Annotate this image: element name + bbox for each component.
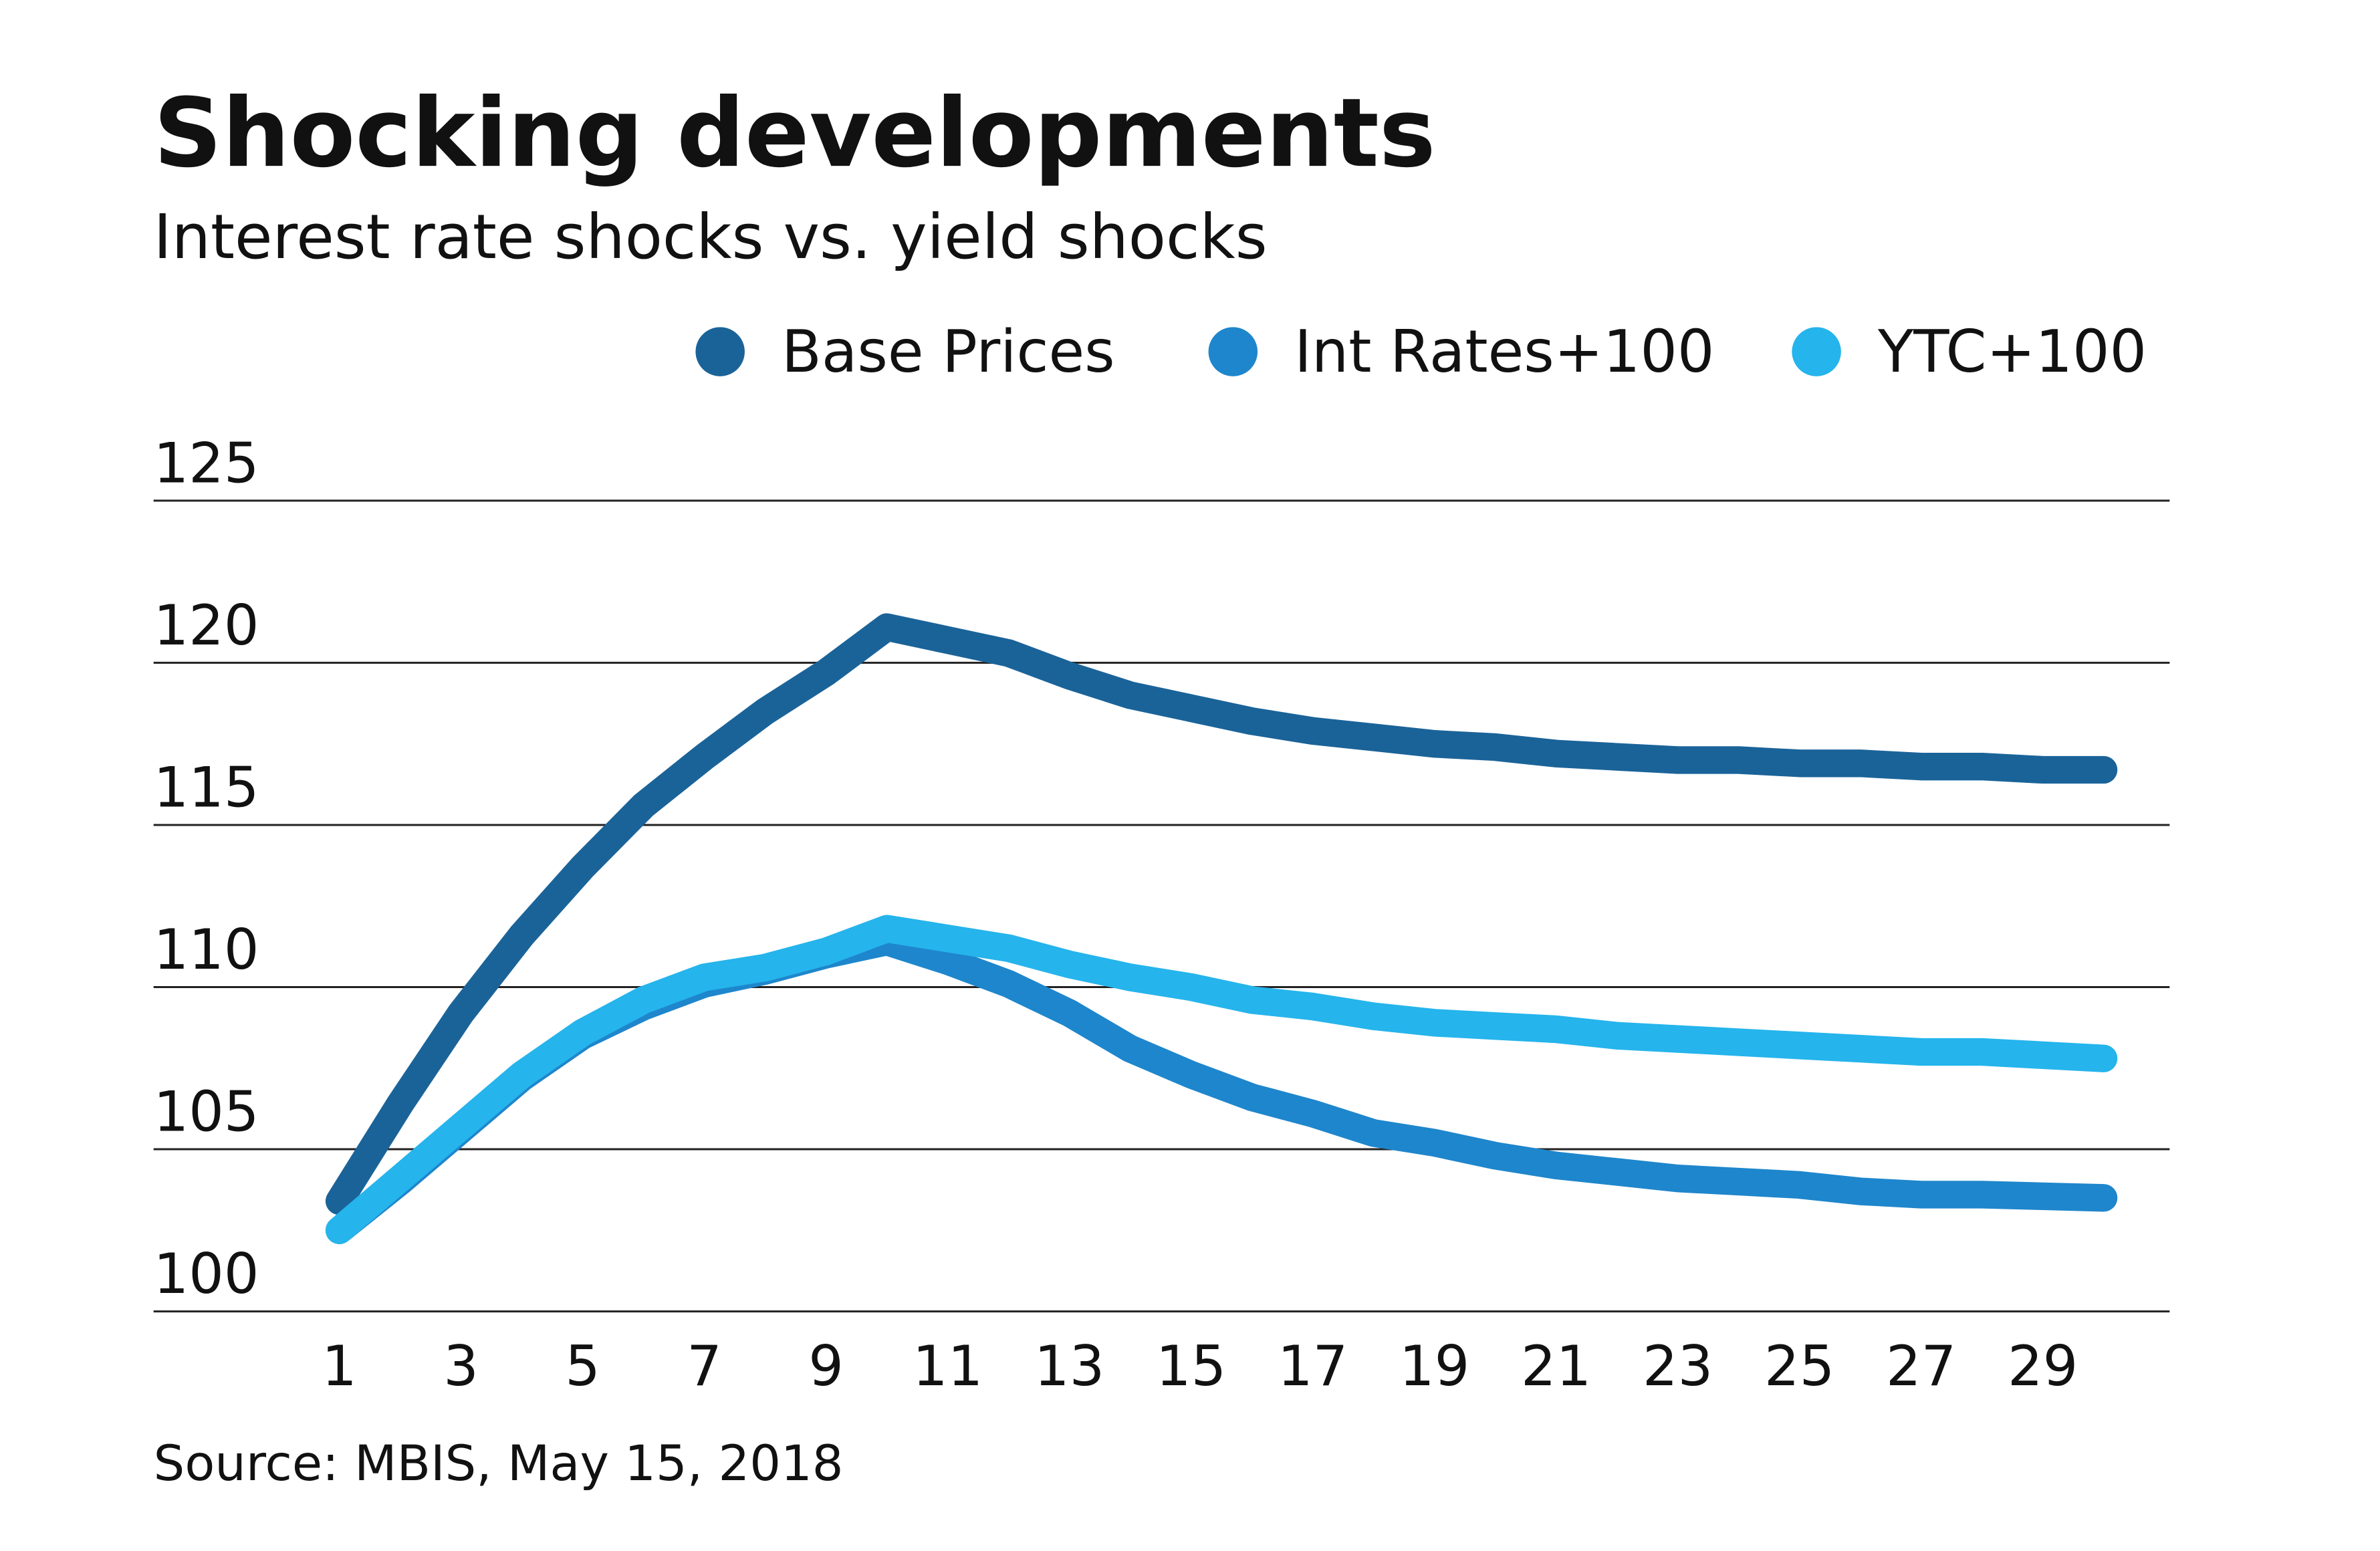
- x-tick-label: 13: [1034, 1334, 1104, 1399]
- y-tick-label: 110: [154, 918, 259, 982]
- chart-subtitle: Interest rate shocks vs. yield shocks: [154, 201, 1268, 273]
- y-tick-label: 105: [154, 1080, 259, 1144]
- y-tick-label: 115: [154, 755, 259, 820]
- source: Source: MBIS, May 15, 2018: [154, 1435, 844, 1492]
- legend-marker: [1792, 327, 1841, 376]
- x-tick-label: 5: [565, 1334, 600, 1399]
- y-tick-label: 120: [154, 594, 259, 658]
- x-tick-label: 19: [1399, 1334, 1469, 1399]
- series-line: [325, 915, 2118, 1244]
- y-tick-label: 100: [154, 1242, 259, 1306]
- legend-marker: [1208, 327, 1258, 376]
- x-tick-label: 25: [1764, 1334, 1834, 1399]
- legend-label: Int Rates+100: [1294, 318, 1714, 386]
- x-tick-label: 21: [1521, 1334, 1591, 1399]
- x-tick-label: 29: [2008, 1334, 2078, 1399]
- x-tick-label: 1: [322, 1334, 357, 1399]
- x-tick-label: 9: [808, 1334, 844, 1399]
- x-tick-label: 23: [1643, 1334, 1713, 1399]
- x-tick-label: 11: [913, 1334, 983, 1399]
- x-tick-label: 15: [1156, 1334, 1226, 1399]
- legend-marker: [695, 327, 745, 376]
- chart-title: Shocking developments: [154, 78, 1436, 189]
- x-tick-label: 3: [443, 1334, 479, 1399]
- legend-label: YTC+100: [1877, 318, 2147, 386]
- y-tick-label: 125: [154, 431, 259, 495]
- x-tick-label: 17: [1278, 1334, 1348, 1399]
- series-line: [325, 613, 2118, 1215]
- legend-label: Base Prices: [782, 318, 1115, 386]
- x-tick-label: 7: [687, 1334, 722, 1399]
- x-tick-label: 27: [1886, 1334, 1956, 1399]
